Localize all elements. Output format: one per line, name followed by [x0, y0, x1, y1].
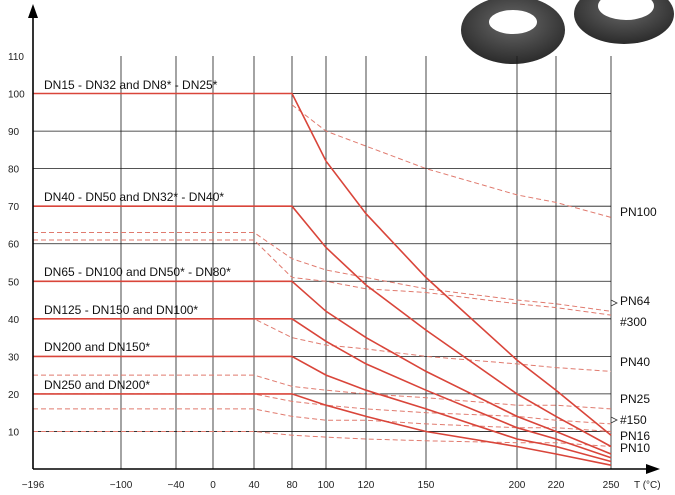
series-line-13 [33, 431, 612, 447]
y-tick-label: 60 [8, 240, 20, 251]
series-line-10 [33, 374, 612, 410]
right-series-label: PN64 [620, 294, 650, 308]
y-tick-label: 20 [8, 390, 20, 401]
series-line-2 [33, 280, 612, 455]
x-tick-label: −100 [110, 480, 133, 491]
x-tick-labels: −196 −100 −40 0 40 80 100 120 150 200 220 250 [22, 480, 620, 491]
leader-mark [610, 299, 618, 307]
right-series-label: PN100 [620, 205, 657, 219]
x-tick-label: −40 [168, 480, 185, 491]
series-line-11 [33, 393, 612, 425]
x-tick-label: 150 [418, 480, 435, 491]
series-annotation: DN200 and DN150* [44, 340, 150, 354]
series-line-6 [291, 104, 612, 218]
series-annotation: DN15 - DN32 and DN8* - DN25* [44, 78, 218, 92]
y-tick-label: 80 [8, 165, 20, 176]
y-tick-label: 100 [8, 90, 25, 101]
y-tick-label: 10 [8, 427, 20, 438]
x-tick-label: 200 [509, 480, 526, 491]
series-annotation: DN250 and DN200* [44, 378, 150, 392]
solid-series [33, 92, 612, 466]
series-line-5 [33, 393, 612, 466]
series-annotation: DN40 - DN50 and DN32* - DN40* [44, 190, 224, 204]
y-tick-label: 50 [8, 277, 20, 288]
x-tick-label: 40 [248, 480, 260, 491]
dashed-series [33, 104, 612, 447]
y-tick-labels: 10 20 30 40 50 60 70 80 90 100 110 [8, 52, 25, 438]
right-series-label: PN16 [620, 429, 650, 443]
right-series-label: PN40 [620, 355, 650, 369]
x-tick-label: 220 [548, 480, 565, 491]
series-line-4 [33, 355, 612, 463]
series-line-3 [33, 317, 612, 459]
x-tick-label: 120 [358, 480, 375, 491]
x-axis-arrow [646, 464, 660, 474]
y-tick-label: 30 [8, 352, 20, 363]
series-line-7 [33, 232, 612, 312]
right-series-label: #150 [620, 413, 647, 427]
y-tick-label: 40 [8, 315, 20, 326]
x-tick-label: 0 [210, 480, 216, 491]
y-tick-label: 70 [8, 202, 20, 213]
series-line-1 [33, 205, 612, 448]
series-line-12 [33, 408, 612, 432]
x-axis-label: T (°C) [634, 480, 661, 491]
right-series-label: PN25 [620, 392, 650, 406]
series-annotation: DN125 - DN150 and DN100* [44, 303, 198, 317]
x-tick-label: −196 [22, 480, 45, 491]
chart-grid [33, 56, 612, 469]
series-annotations: DN15 - DN32 and DN8* - DN25* DN40 - DN50 … [44, 78, 231, 392]
chart-axes [28, 4, 660, 474]
y-tick-label: 90 [8, 127, 20, 138]
y-axis-arrow [28, 4, 38, 18]
right-series-label: #300 [620, 315, 647, 329]
y-tick-label: 110 [8, 52, 24, 63]
series-line-9 [33, 318, 612, 372]
seal-rings-image [461, 0, 674, 64]
series-line-0 [33, 92, 612, 436]
right-series-label: PN10 [620, 441, 650, 455]
x-tick-label: 250 [603, 480, 620, 491]
x-tick-label: 100 [318, 480, 335, 491]
x-tick-label: 80 [286, 480, 298, 491]
series-annotation: DN65 - DN100 and DN50* - DN80* [44, 265, 231, 279]
leader-mark [610, 416, 618, 424]
